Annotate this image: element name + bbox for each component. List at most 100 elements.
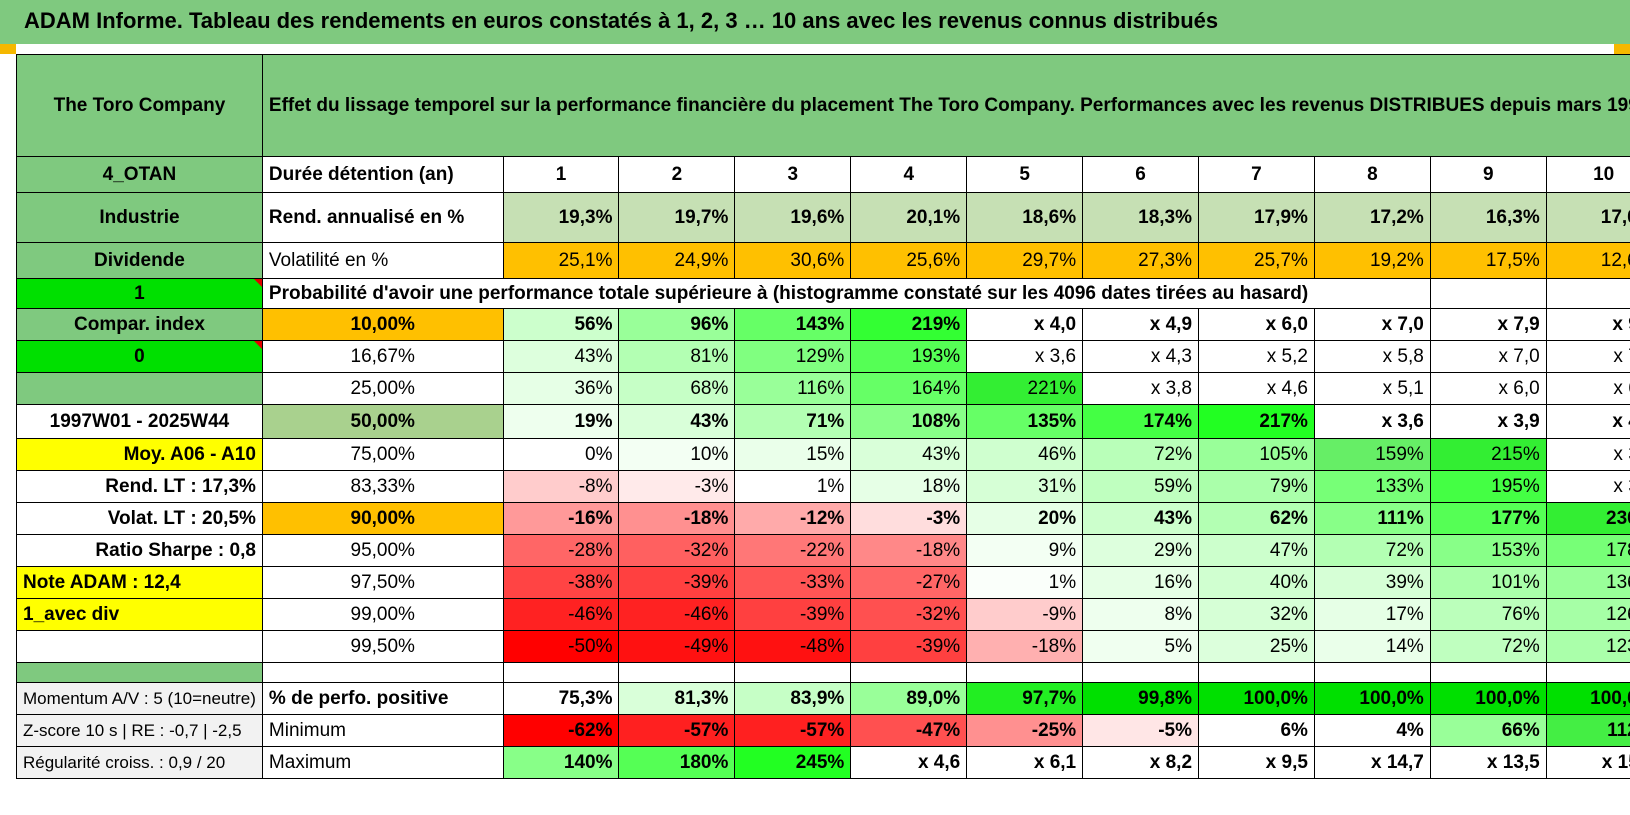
table-row: Dividende Volatilité en % 25,1% 24,9% 30,6% 2…: [16, 242, 1630, 279]
proba-value: 96%: [618, 308, 736, 341]
vol-value: 29,7%: [966, 242, 1084, 279]
proba-value: -27%: [850, 566, 968, 599]
spacer-cell: [502, 662, 620, 683]
pos-value: 97,7%: [966, 682, 1084, 715]
moy-label: Moy. A06 - A10: [16, 438, 263, 471]
pos-value: 89,0%: [850, 682, 968, 715]
max-value: 245%: [734, 746, 852, 779]
performance-table: The Toro Company Effet du lissage tempor…: [16, 54, 1630, 779]
probability-level: 83,33%: [261, 470, 504, 503]
table-row: Compar. index 10,00% 56% 96% 143% 219% x 4,0 x …: [16, 308, 1630, 341]
vol-label: Volatilité en %: [261, 242, 504, 279]
proba-value: 215%: [1429, 438, 1547, 471]
avec-div-label: 1_avec div: [16, 598, 263, 631]
year-header: 2: [618, 156, 736, 193]
proba-value: x 7,0: [1313, 308, 1431, 341]
dividend-label: Dividende: [16, 242, 263, 279]
table-row: 1 Probabilité d'avoir une performance tot…: [16, 278, 1630, 309]
proba-value: 116%: [734, 372, 852, 405]
min-label: Minimum: [261, 714, 504, 747]
proba-value: 76%: [1429, 598, 1547, 631]
probability-level: 25,00%: [261, 372, 504, 405]
proba-value: 164%: [850, 372, 968, 405]
proba-value: 101%: [1429, 566, 1547, 599]
probability-level: 50,00%: [261, 404, 504, 439]
rend-value: 16,3%: [1429, 192, 1547, 243]
vol-value: 12,6%: [1545, 242, 1630, 279]
max-value: x 15,8: [1545, 746, 1630, 779]
proba-value: x 4,6: [1198, 372, 1315, 405]
proba-value: 133%: [1313, 470, 1431, 503]
pos-value: 83,9%: [734, 682, 852, 715]
proba-value: x 3,8: [1082, 372, 1200, 405]
proba-value: 10%: [618, 438, 736, 471]
proba-value: 108%: [850, 404, 968, 439]
title-bar: [0, 0, 1630, 44]
corner-mark-left: [0, 44, 16, 54]
rend-value: 19,7%: [618, 192, 736, 243]
probability-level: 99,00%: [261, 598, 504, 631]
proba-value: x 3,9: [1429, 404, 1547, 439]
year-header: 7: [1198, 156, 1315, 193]
min-value: -5%: [1082, 714, 1200, 747]
empty-cell: [1429, 278, 1547, 309]
one-flag: 1: [16, 278, 263, 309]
spacer-cell: [850, 662, 968, 683]
proba-value: 177%: [1429, 502, 1547, 535]
proba-value: x 7,9: [1429, 308, 1547, 341]
proba-value: 195%: [1429, 470, 1547, 503]
proba-value: 43%: [850, 438, 968, 471]
proba-value: 59%: [1082, 470, 1200, 503]
max-value: x 6,1: [966, 746, 1084, 779]
max-value: x 9,5: [1198, 746, 1315, 779]
proba-value: 32%: [1198, 598, 1315, 631]
max-value: x 13,5: [1429, 746, 1547, 779]
rend-value: 17,0%: [1545, 192, 1630, 243]
table-row: [16, 662, 1630, 683]
proba-value: 9%: [966, 534, 1084, 567]
rend-value: 19,6%: [734, 192, 852, 243]
proba-value: 71%: [734, 404, 852, 439]
proba-value: -18%: [618, 502, 736, 535]
spacer-cell: [1313, 662, 1431, 683]
year-header: 10: [1545, 156, 1630, 193]
proba-value: 178%: [1545, 534, 1630, 567]
probability-level: 99,50%: [261, 630, 504, 663]
proba-value: 5%: [1082, 630, 1200, 663]
proba-label: Probabilité d'avoir une performance tota…: [261, 278, 1431, 309]
sharpe-label: Ratio Sharpe : 0,8: [16, 534, 263, 567]
probability-level: 10,00%: [261, 308, 504, 341]
period-label: 1997W01 - 2025W44: [16, 404, 263, 439]
table-row: Note ADAM : 12,4 97,50% -38% -39% -33% -27% 1%…: [16, 566, 1630, 599]
table-row: 1_avec div 99,00% -46% -46% -39% -32% -9% 8% 32%…: [16, 598, 1630, 631]
proba-value: -33%: [734, 566, 852, 599]
min-value: 4%: [1313, 714, 1431, 747]
spacer-cell: [261, 662, 504, 683]
proba-value: 1%: [734, 470, 852, 503]
sector-label: Industrie: [16, 192, 263, 243]
min-value: -47%: [850, 714, 968, 747]
empty-cell: [1545, 278, 1630, 309]
proba-value: 15%: [734, 438, 852, 471]
proba-value: -32%: [618, 534, 736, 567]
proba-value: x 4,9: [1082, 308, 1200, 341]
year-header: 1: [502, 156, 620, 193]
compar-label: Compar. index: [16, 308, 263, 341]
proba-value: 136%: [1545, 566, 1630, 599]
proba-value: 43%: [502, 340, 620, 373]
proba-value: 14%: [1313, 630, 1431, 663]
header-description: Effet du lissage temporel sur la perform…: [261, 54, 1630, 157]
note-label: Note ADAM : 12,4: [16, 566, 263, 599]
probability-level: 97,50%: [261, 566, 504, 599]
min-value: 112%: [1545, 714, 1630, 747]
proba-value: x 3,8: [1545, 438, 1630, 471]
proba-value: -46%: [618, 598, 736, 631]
max-value: x 8,2: [1082, 746, 1200, 779]
year-header: 3: [734, 156, 852, 193]
spacer-cell: [966, 662, 1084, 683]
rend-lt-label: Rend. LT : 17,3%: [16, 470, 263, 503]
probability-level: 95,00%: [261, 534, 504, 567]
table-row: 99,50%-50%-49%-48%-39%-18%5%25%14%72%123…: [16, 630, 1630, 663]
duration-label: Durée détention (an): [261, 156, 504, 193]
min-value: -25%: [966, 714, 1084, 747]
